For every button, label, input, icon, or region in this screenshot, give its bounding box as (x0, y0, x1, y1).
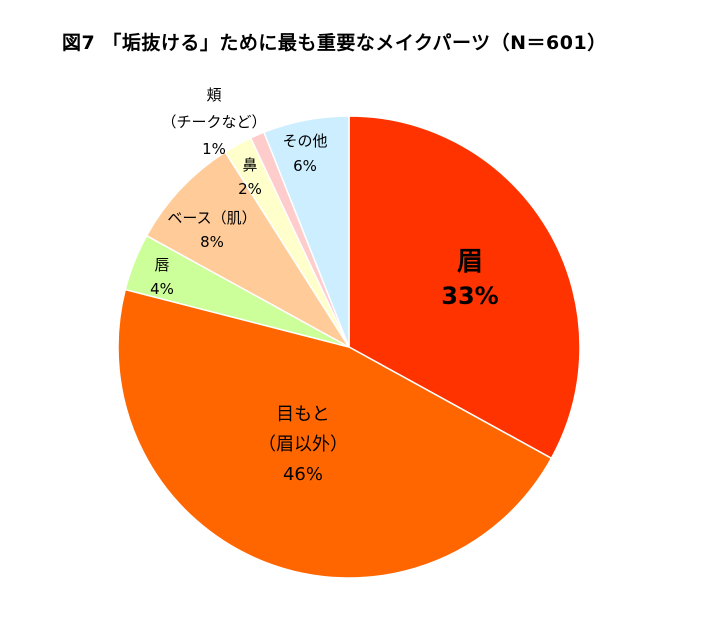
pie-slice-base (145, 150, 350, 348)
slice-label-line: 唇 (154, 256, 169, 274)
pie-slice-mimoto (117, 288, 553, 579)
pie-slice-mayu (348, 115, 581, 460)
chart-title: 図7 「垢抜ける」ために最も重要なメイクパーツ（N＝601） (62, 32, 607, 54)
pie-slice-sonota (262, 115, 350, 348)
slice-label-hana: 鼻 2% (238, 156, 262, 198)
slice-label-base: ベース（肌） 8% (167, 209, 256, 251)
slice-label-line: ベース（肌） (167, 209, 256, 227)
slice-label-kuchibiru: 唇 4% (150, 256, 174, 298)
slice-percent-mimoto: 46% (283, 464, 323, 485)
slice-label-line: 目もと (276, 404, 330, 425)
slice-percent-base: 8% (200, 233, 224, 251)
slice-label-mimoto: 目もと （眉以外） 46% (258, 404, 348, 485)
slice-percent-hoho: 1% (202, 140, 226, 158)
slice-percent-sonota: 6% (293, 157, 317, 175)
slice-label-mayu: 眉 33% (441, 247, 498, 310)
slice-label-line: （眉以外） (258, 434, 348, 455)
slice-percent-mayu: 33% (441, 282, 498, 310)
slice-label-sonota: その他 6% (282, 132, 327, 175)
slice-label-hoho: 頬 （チークなど） 1% (161, 86, 266, 158)
slice-label-line: その他 (282, 132, 327, 150)
slice-label-line: （チークなど） (161, 113, 266, 131)
slice-percent-hana: 2% (238, 180, 262, 198)
slice-percent-kuchibiru: 4% (150, 280, 174, 298)
slice-label-line: 眉 (457, 247, 483, 277)
slice-label-line: 鼻 (242, 156, 257, 174)
slice-label-line: 頬 (206, 86, 221, 104)
